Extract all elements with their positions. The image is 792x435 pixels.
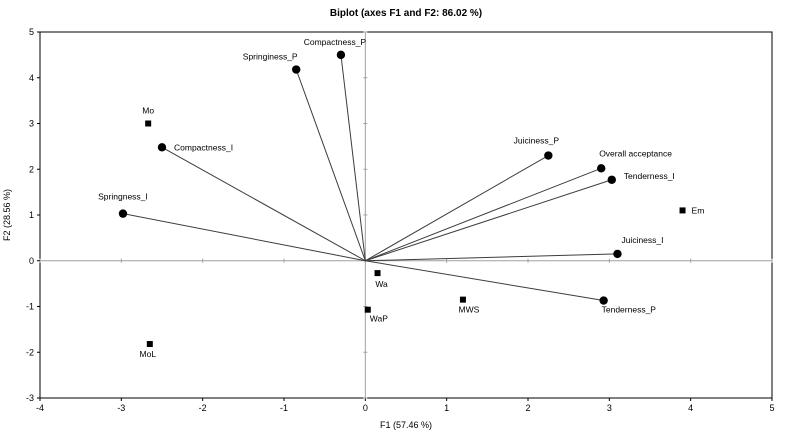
variable-label: Juiciness_I bbox=[621, 235, 663, 245]
variable-label: Springness_I bbox=[98, 192, 148, 202]
x-tick-label: 1 bbox=[444, 403, 449, 413]
chart-title: Biplot (axes F1 and F2: 86.02 %) bbox=[330, 8, 482, 19]
variable-label: Juiciness_P bbox=[514, 136, 560, 146]
observation-marker bbox=[374, 270, 381, 277]
variable-point bbox=[613, 249, 622, 259]
x-tick-label: -3 bbox=[117, 403, 125, 413]
observation-marker bbox=[146, 341, 153, 348]
observation-label: WaP bbox=[370, 314, 388, 324]
observation-label: MWS bbox=[459, 305, 480, 315]
variable-point bbox=[599, 296, 608, 305]
variable-label: Tenderness_P bbox=[602, 305, 657, 315]
variable-point bbox=[607, 175, 616, 184]
observation-label: Mo bbox=[142, 106, 154, 116]
y-tick-label: 3 bbox=[29, 119, 34, 129]
x-tick-label: 2 bbox=[525, 403, 530, 413]
x-tick-label: -1 bbox=[280, 403, 288, 413]
vector-line bbox=[365, 155, 549, 262]
observation-label: Em bbox=[692, 205, 705, 215]
variable-point bbox=[336, 50, 346, 60]
variable-label: Compactness_P bbox=[304, 37, 367, 47]
variable-label: Springiness_P bbox=[243, 52, 298, 62]
x-tick-label: -4 bbox=[36, 403, 44, 413]
variable-point bbox=[292, 65, 301, 74]
x-axis-label: F1 (57.46 %) bbox=[380, 420, 432, 430]
variable-point bbox=[597, 164, 606, 173]
vector-line bbox=[365, 260, 604, 302]
observation-marker bbox=[364, 306, 371, 313]
y-tick-label: 1 bbox=[29, 210, 34, 220]
vector-line bbox=[161, 146, 366, 262]
vector-line bbox=[365, 179, 612, 262]
y-tick-label: 5 bbox=[29, 27, 34, 37]
x-tick-label: -2 bbox=[199, 403, 207, 413]
x-tick-label: 3 bbox=[607, 403, 612, 413]
observation-points: Mo Em Wa WaP MWS MoL bbox=[140, 106, 705, 360]
variable-label: Tenderness_I bbox=[624, 171, 675, 181]
y-tick-label: -3 bbox=[26, 393, 34, 403]
y-tick-label: 4 bbox=[29, 73, 34, 83]
variable-point bbox=[157, 143, 167, 152]
y-tick-label: -1 bbox=[26, 302, 34, 312]
y-tick-label: -2 bbox=[26, 347, 34, 357]
vector-line bbox=[365, 253, 618, 262]
vector-line bbox=[365, 167, 602, 262]
observation-marker bbox=[679, 207, 686, 214]
variable-label: Compactness_I bbox=[174, 142, 233, 152]
variable-vectors: Compactness_P Springiness_P Compactness_I S… bbox=[98, 37, 675, 315]
variable-label: Overall acceptance bbox=[599, 148, 672, 158]
observation-label: Wa bbox=[375, 279, 388, 289]
vector-line bbox=[122, 213, 366, 262]
observation-label: MoL bbox=[140, 349, 157, 359]
variable-point bbox=[118, 209, 128, 218]
x-tick-label: 5 bbox=[769, 403, 774, 413]
observation-marker bbox=[459, 296, 466, 303]
y-tick-label: 2 bbox=[29, 164, 34, 174]
vector-line bbox=[340, 54, 366, 261]
variable-point bbox=[544, 151, 553, 160]
x-tick-label: 4 bbox=[688, 403, 693, 413]
y-tick-label: 0 bbox=[29, 256, 34, 266]
x-tick-label: 0 bbox=[363, 403, 368, 413]
vector-line bbox=[295, 69, 366, 261]
observation-marker bbox=[145, 120, 152, 127]
y-axis-label: F2 (28.56 %) bbox=[2, 189, 12, 241]
